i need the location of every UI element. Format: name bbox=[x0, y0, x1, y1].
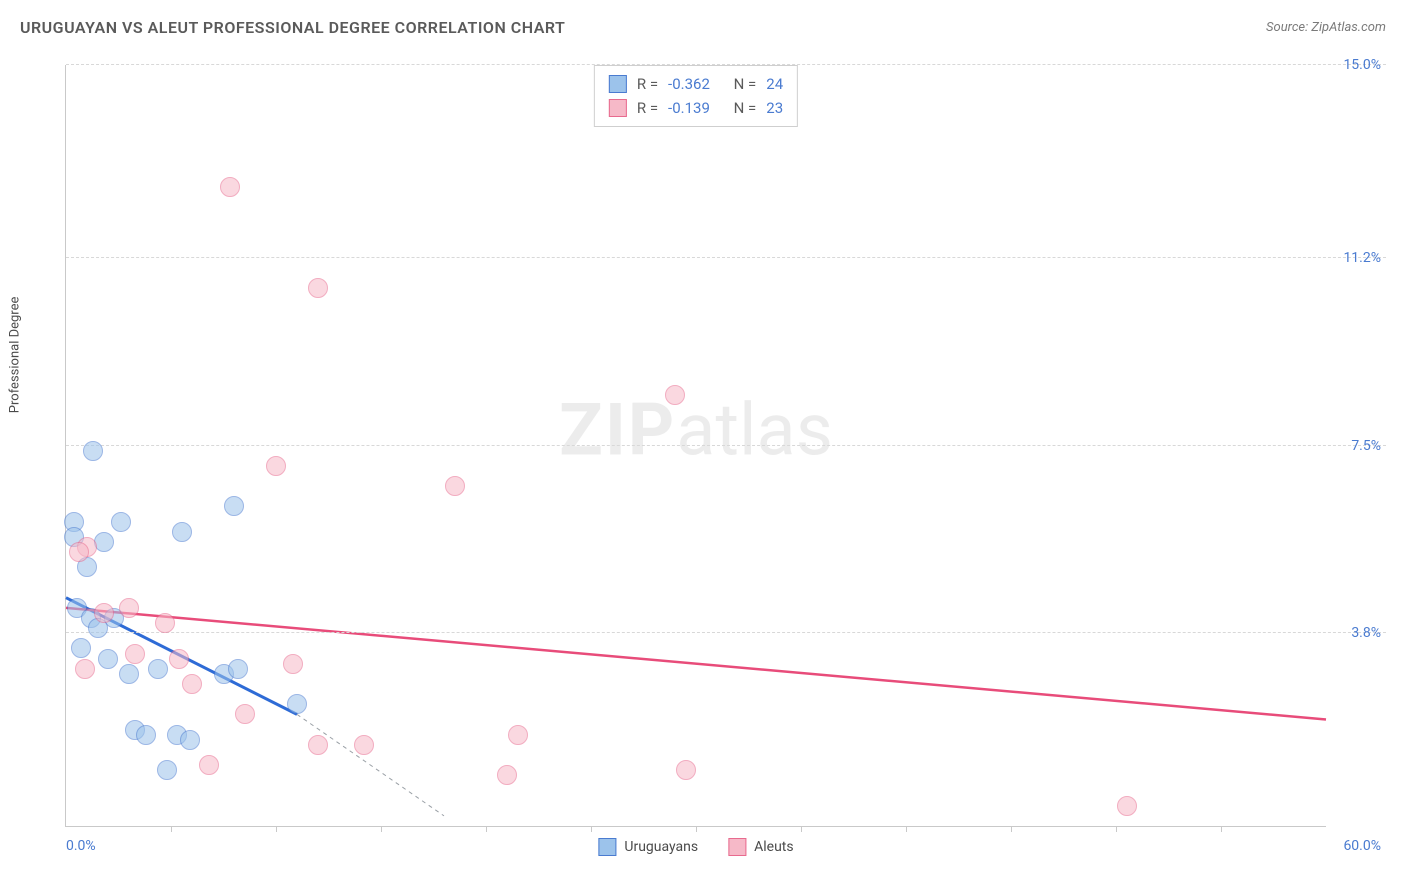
legend-swatch-0 bbox=[598, 838, 616, 856]
scatter-point-series-1 bbox=[665, 385, 685, 405]
trend-line-extrapolation bbox=[297, 714, 444, 815]
scatter-point-series-1 bbox=[220, 177, 240, 197]
scatter-point-series-1 bbox=[94, 603, 114, 623]
r-value-1: -0.139 bbox=[668, 96, 710, 120]
n-value-0: 24 bbox=[766, 72, 783, 96]
scatter-point-series-0 bbox=[136, 725, 156, 745]
x-tick bbox=[801, 826, 802, 832]
watermark-rest: atlas bbox=[676, 388, 833, 473]
y-tick-label: 15.0% bbox=[1343, 57, 1381, 73]
series-swatch-0 bbox=[609, 75, 627, 93]
x-axis-max-label: 60.0% bbox=[1343, 838, 1381, 854]
x-tick bbox=[1011, 826, 1012, 832]
legend-swatch-1 bbox=[728, 838, 746, 856]
series-swatch-1 bbox=[609, 99, 627, 117]
scatter-point-series-1 bbox=[445, 476, 465, 496]
y-tick-label: 11.2% bbox=[1343, 250, 1381, 266]
scatter-point-series-1 bbox=[354, 735, 374, 755]
x-tick bbox=[696, 826, 697, 832]
watermark-bold: ZIP bbox=[559, 388, 676, 473]
x-tick bbox=[171, 826, 172, 832]
legend-item-1: Aleuts bbox=[728, 838, 793, 856]
x-axis-min-label: 0.0% bbox=[66, 838, 96, 854]
gridline-h bbox=[66, 257, 1386, 258]
gridline-h bbox=[66, 445, 1386, 446]
y-tick-label: 3.8% bbox=[1351, 625, 1381, 641]
scatter-point-series-1 bbox=[676, 760, 696, 780]
scatter-point-series-0 bbox=[287, 694, 307, 714]
scatter-point-series-0 bbox=[111, 512, 131, 532]
scatter-point-series-1 bbox=[497, 765, 517, 785]
trend-lines bbox=[66, 65, 1326, 826]
n-value-1: 23 bbox=[766, 96, 783, 120]
scatter-point-series-1 bbox=[266, 456, 286, 476]
x-tick bbox=[381, 826, 382, 832]
r-label-0: R = bbox=[637, 72, 658, 96]
x-tick bbox=[1116, 826, 1117, 832]
scatter-point-series-1 bbox=[169, 649, 189, 669]
y-tick-label: 7.5% bbox=[1351, 438, 1381, 454]
chart-header: URUGUAYAN VS ALEUT PROFESSIONAL DEGREE C… bbox=[0, 0, 1406, 47]
x-tick bbox=[486, 826, 487, 832]
scatter-point-series-0 bbox=[98, 649, 118, 669]
legend-label-0: Uruguayans bbox=[624, 839, 698, 855]
scatter-point-series-0 bbox=[71, 638, 91, 658]
scatter-point-series-0 bbox=[228, 659, 248, 679]
watermark: ZIPatlas bbox=[559, 388, 833, 473]
scatter-point-series-1 bbox=[235, 704, 255, 724]
scatter-point-series-0 bbox=[83, 441, 103, 461]
trend-line bbox=[66, 608, 1326, 720]
gridline-h bbox=[66, 632, 1386, 633]
stats-box: R = -0.362 N = 24 R = -0.139 N = 23 bbox=[594, 65, 798, 127]
scatter-point-series-1 bbox=[308, 735, 328, 755]
scatter-point-series-0 bbox=[148, 659, 168, 679]
chart-title: URUGUAYAN VS ALEUT PROFESSIONAL DEGREE C… bbox=[20, 18, 565, 37]
scatter-point-series-1 bbox=[182, 674, 202, 694]
scatter-point-series-1 bbox=[69, 542, 89, 562]
y-axis-label: Professional Degree bbox=[8, 296, 23, 413]
scatter-point-series-1 bbox=[125, 644, 145, 664]
scatter-point-series-1 bbox=[508, 725, 528, 745]
scatter-point-series-1 bbox=[308, 278, 328, 298]
chart-source: Source: ZipAtlas.com bbox=[1266, 20, 1386, 35]
scatter-point-series-0 bbox=[172, 522, 192, 542]
chart-container: Professional Degree ZIPatlas R = -0.362 … bbox=[20, 55, 1386, 872]
stats-row-1: R = -0.139 N = 23 bbox=[609, 96, 783, 120]
scatter-point-series-0 bbox=[180, 730, 200, 750]
r-label-1: R = bbox=[637, 96, 658, 120]
scatter-point-series-0 bbox=[157, 760, 177, 780]
gridline-h bbox=[66, 64, 1386, 65]
scatter-point-series-1 bbox=[1117, 796, 1137, 816]
stats-row-0: R = -0.362 N = 24 bbox=[609, 72, 783, 96]
r-value-0: -0.362 bbox=[668, 72, 710, 96]
legend-label-1: Aleuts bbox=[754, 839, 793, 855]
scatter-point-series-0 bbox=[224, 496, 244, 516]
n-label-0: N = bbox=[734, 72, 757, 96]
scatter-point-series-1 bbox=[75, 659, 95, 679]
scatter-point-series-1 bbox=[199, 755, 219, 775]
scatter-point-series-1 bbox=[155, 613, 175, 633]
scatter-plot: ZIPatlas R = -0.362 N = 24 R = -0.139 N … bbox=[65, 65, 1326, 827]
x-tick bbox=[906, 826, 907, 832]
legend: Uruguayans Aleuts bbox=[598, 838, 793, 856]
scatter-point-series-1 bbox=[119, 598, 139, 618]
x-tick bbox=[276, 826, 277, 832]
x-tick bbox=[1221, 826, 1222, 832]
scatter-point-series-1 bbox=[283, 654, 303, 674]
x-tick bbox=[591, 826, 592, 832]
scatter-point-series-0 bbox=[119, 664, 139, 684]
n-label-1: N = bbox=[734, 96, 757, 120]
legend-item-0: Uruguayans bbox=[598, 838, 698, 856]
